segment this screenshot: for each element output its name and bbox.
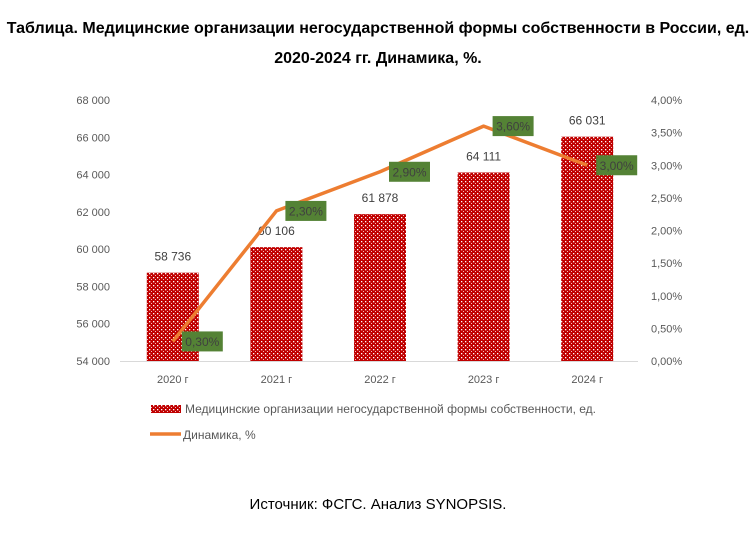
- y-right-tick-label: 3,50%: [651, 128, 682, 140]
- y-left-tick-label: 58 000: [76, 281, 110, 293]
- y-left-tick-label: 66 000: [76, 132, 110, 144]
- point-label-box: [181, 331, 223, 352]
- x-tick-label: 2023 г: [468, 374, 500, 386]
- bar: [354, 214, 406, 361]
- x-tick-label: 2024 г: [571, 374, 603, 386]
- y-right-tick-label: 1,00%: [651, 291, 682, 303]
- chart-title: Таблица. Медицинские организации негосуд…: [6, 20, 750, 67]
- point-label-box: [389, 161, 430, 182]
- chart-source: Источник: ФСГС. Анализ SYNOPSIS.: [249, 496, 507, 513]
- y-left-tick-label: 60 000: [76, 244, 110, 256]
- point-label: 3,60%: [496, 120, 530, 134]
- y-left-tick-label: 54 000: [76, 356, 110, 368]
- x-tick-label: 2021 г: [261, 374, 293, 386]
- legend-bar-label: Медицинские организации негосударственно…: [185, 402, 596, 416]
- x-tick-label: 2022 г: [364, 374, 396, 386]
- bar: [250, 247, 303, 361]
- point-label-box: [596, 155, 638, 176]
- bar: [457, 172, 510, 361]
- point-label-box: [492, 116, 534, 137]
- y-left-tick-label: 56 000: [76, 319, 110, 331]
- point-label-box: [285, 200, 327, 221]
- y-left-tick-label: 62 000: [76, 207, 110, 219]
- point-label: 2,90%: [392, 165, 426, 179]
- bar-value-label: 66 031: [569, 114, 606, 128]
- y-right-tick-label: 3,00%: [651, 160, 682, 172]
- point-label: 3,00%: [600, 159, 634, 173]
- bar-value-label: 61 878: [362, 191, 399, 205]
- y-right-tick-label: 2,50%: [651, 193, 682, 205]
- point-label: 2,30%: [289, 204, 323, 218]
- legend-bar-swatch: [151, 405, 181, 413]
- bar-value-label: 58 736: [154, 250, 191, 264]
- point-label: 0,30%: [185, 335, 219, 349]
- y-left-tick-label: 64 000: [76, 170, 110, 182]
- y-right-tick-label: 0,50%: [651, 323, 682, 335]
- bar-value-label: 60 106: [258, 224, 295, 238]
- y-right-tick-label: 0,00%: [651, 356, 682, 368]
- y-right-tick-label: 2,00%: [651, 226, 682, 238]
- y-right-tick-label: 1,50%: [651, 258, 682, 270]
- x-tick-label: 2020 г: [157, 374, 189, 386]
- bar-value-label: 64 111: [466, 150, 501, 164]
- y-right-tick-label: 4,00%: [651, 95, 682, 107]
- y-left-tick-label: 68 000: [76, 95, 110, 107]
- legend-line-label: Динамика, %: [183, 428, 256, 442]
- line-series: [171, 124, 588, 343]
